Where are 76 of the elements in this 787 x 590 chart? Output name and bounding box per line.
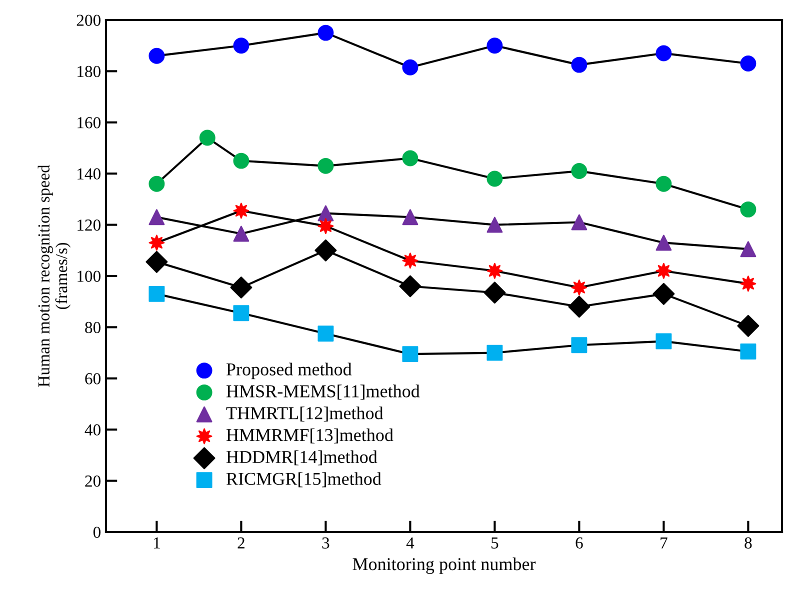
x-tick-label: 6	[576, 537, 583, 549]
legend-label: HMSR-MEMS[11]method	[226, 384, 420, 400]
y-tick-label: 160	[78, 117, 101, 128]
point	[484, 282, 506, 304]
point	[740, 241, 756, 258]
point	[318, 205, 334, 222]
point	[656, 333, 672, 350]
legend-label: THMRTL[12]method	[226, 406, 384, 422]
y-tick-label: 20	[85, 476, 101, 487]
point	[148, 234, 165, 251]
point	[233, 202, 250, 219]
point	[318, 158, 334, 174]
point	[233, 38, 250, 54]
point	[402, 59, 418, 76]
point	[230, 276, 252, 299]
point	[402, 209, 418, 226]
point	[486, 262, 503, 279]
point	[318, 218, 334, 234]
point	[656, 234, 672, 251]
point	[233, 305, 250, 322]
point	[148, 209, 165, 226]
point	[740, 201, 756, 218]
y-tick-label: 60	[85, 373, 101, 384]
x-tick-label: 4	[406, 537, 414, 548]
point	[740, 56, 756, 72]
x-axis-title: Monitoring point number	[352, 558, 536, 574]
point	[199, 130, 216, 146]
point	[486, 216, 503, 233]
legend-label: HMMRMF[13]method	[226, 428, 394, 444]
y-axis-title: Human motion recognition speed (frames/s)	[38, 164, 71, 387]
point	[486, 170, 503, 187]
x-tick-label: 2	[238, 537, 244, 548]
y-tick-label: 100	[78, 270, 101, 282]
point	[656, 45, 672, 62]
legend-label: RICMGR[15]method	[226, 472, 382, 488]
point	[571, 214, 588, 230]
point	[402, 346, 418, 362]
point	[571, 163, 588, 180]
point	[148, 286, 165, 302]
point	[740, 276, 756, 292]
x-tick-label: 8	[744, 537, 752, 549]
point	[656, 176, 672, 192]
point	[568, 296, 590, 318]
point	[318, 24, 334, 41]
point	[399, 275, 422, 298]
point	[146, 250, 168, 273]
point	[402, 150, 418, 166]
y-tick-label: 120	[78, 220, 101, 231]
legend-label: HDDMR[14]method	[226, 450, 378, 466]
legend-label: Proposed method	[226, 362, 352, 380]
point	[740, 344, 756, 360]
y-tick-label: 0	[93, 526, 101, 538]
point	[233, 226, 250, 242]
point	[402, 252, 418, 269]
point	[656, 262, 672, 279]
point	[233, 152, 250, 169]
point	[148, 48, 165, 64]
point	[571, 337, 588, 354]
y-tick-label: 180	[78, 66, 101, 78]
point	[318, 326, 334, 342]
point	[148, 176, 165, 192]
x-tick-label: 7	[660, 538, 668, 548]
point	[571, 56, 588, 73]
y-tick-label: 40	[84, 424, 101, 436]
y-tick-label: 80	[85, 322, 101, 334]
point	[486, 38, 503, 54]
x-tick-label: 5	[492, 538, 498, 549]
point	[486, 344, 503, 361]
y-tick-label: 140	[78, 168, 101, 180]
x-tick-label: 3	[322, 537, 330, 549]
point	[652, 282, 675, 305]
x-tick-label: 1	[154, 537, 160, 548]
point	[314, 239, 337, 262]
point	[737, 314, 760, 337]
y-tick-label: 200	[76, 14, 101, 26]
point	[571, 280, 588, 296]
